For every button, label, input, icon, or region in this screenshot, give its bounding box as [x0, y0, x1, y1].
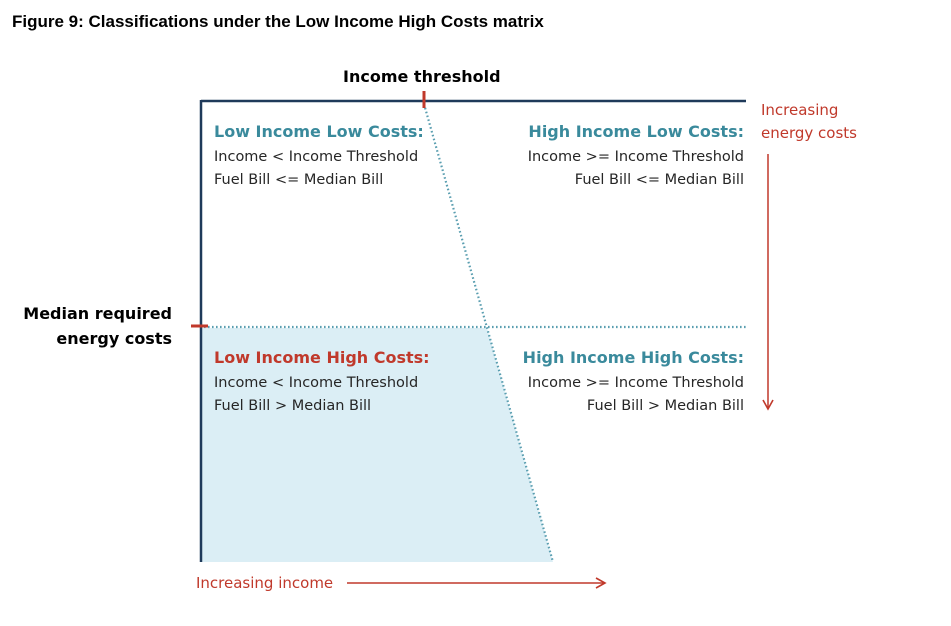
high-income-low-costs-income-rule: Income >= Income Threshold: [527, 149, 744, 165]
low-income-high-costs-region: [201, 328, 553, 562]
median-costs-label-line1: Median required: [23, 304, 172, 323]
high-income-high-costs-bill-rule: Fuel Bill > Median Bill: [586, 398, 744, 414]
low-income-low-costs-income-rule: Income < Income Threshold: [214, 149, 419, 165]
low-income-high-costs-bill-rule: Fuel Bill > Median Bill: [214, 398, 372, 414]
low-income-high-costs-title: Low Income High Costs:: [214, 348, 430, 367]
high-income-high-costs-title: High Income High Costs:: [522, 348, 744, 367]
income-threshold-dotted-line: [422, 103, 555, 563]
increasing-costs-label-line2: energy costs: [761, 124, 857, 142]
figure-title: Figure 9: Classifications under the Low …: [12, 12, 544, 31]
median-costs-label-line2: energy costs: [56, 329, 172, 348]
low-income-low-costs-title: Low Income Low Costs:: [214, 122, 424, 141]
high-income-low-costs-title: High Income Low Costs:: [528, 122, 744, 141]
increasing-income-label: Increasing income: [196, 574, 334, 592]
low-income-low-costs-bill-rule: Fuel Bill <= Median Bill: [214, 172, 384, 188]
low-income-high-costs-income-rule: Income < Income Threshold: [214, 375, 419, 391]
income-threshold-label: Income threshold: [343, 67, 501, 86]
high-income-low-costs-bill-rule: Fuel Bill <= Median Bill: [574, 172, 744, 188]
high-income-high-costs-income-rule: Income >= Income Threshold: [527, 375, 744, 391]
increasing-costs-label-line1: Increasing: [761, 101, 839, 119]
